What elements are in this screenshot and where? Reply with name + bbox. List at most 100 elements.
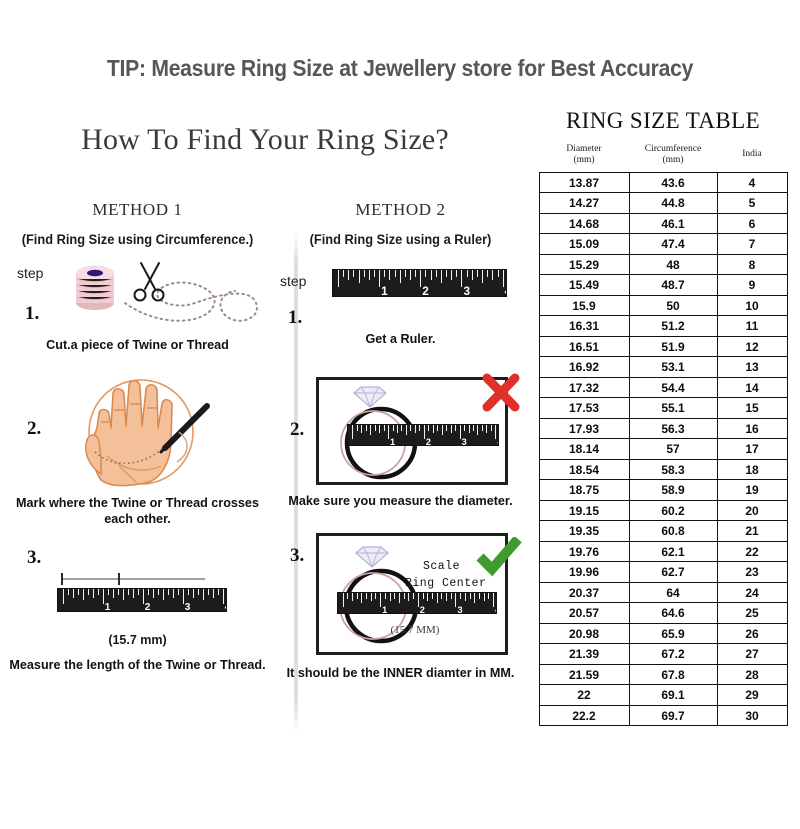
table-row: 18.14 57 17 xyxy=(538,438,788,460)
ruler-tick xyxy=(352,425,354,439)
ruler-tick xyxy=(394,593,396,599)
ruler-tick xyxy=(358,270,360,283)
table-row: 15.49 48.7 9 xyxy=(538,274,788,296)
cell-india: 28 xyxy=(716,663,788,686)
ruler-tick xyxy=(430,270,432,281)
cell-diameter: 15.09 xyxy=(538,233,630,255)
cell-india: 10 xyxy=(716,294,788,317)
cell-diameter: 14.27 xyxy=(538,192,630,214)
ruler-tick xyxy=(428,425,430,431)
ruler-tick xyxy=(77,589,79,596)
ruler-tick xyxy=(420,270,422,288)
ruler-tick xyxy=(497,270,499,278)
cell-diameter: 19.96 xyxy=(538,561,630,583)
ruler-tick xyxy=(380,593,382,607)
cell-diameter: 18.75 xyxy=(538,479,630,501)
ruler-number-label: 4 xyxy=(497,437,498,445)
ruler-tick xyxy=(187,589,189,596)
cell-diameter: 17.32 xyxy=(538,376,630,399)
ruler-tick xyxy=(67,589,69,596)
ruler-tick xyxy=(493,593,495,607)
cell-circumference: 51.9 xyxy=(628,335,718,358)
cell-circumference: 62.1 xyxy=(628,540,718,563)
ruler-tick xyxy=(413,593,415,599)
ruler-tick xyxy=(394,270,396,278)
step-caption: Mark where the Twine or Thread crosses e… xyxy=(16,495,259,527)
cell-india: 24 xyxy=(716,581,788,604)
step-caption: It should be the INNER diamter in MM. xyxy=(286,665,515,680)
cell-diameter: 22.2 xyxy=(538,704,630,727)
cell-india: 12 xyxy=(716,335,788,358)
ruler-tick xyxy=(492,270,494,281)
ruler-number-label: 2 xyxy=(144,601,151,612)
cell-india: 9 xyxy=(716,274,788,296)
method-1-subheading: (Find Ring Size using Circumference.) xyxy=(21,232,254,247)
ruler-tick xyxy=(87,589,89,596)
ruler-tick xyxy=(432,425,434,433)
ruler-tick xyxy=(207,589,209,596)
ruler-number-label: 1 xyxy=(382,604,388,614)
cell-circumference: 69.7 xyxy=(628,704,718,727)
inner-measurement: (15.7 MM) xyxy=(390,624,440,636)
ruler-with-thread-icon: 1 2 3 4 xyxy=(57,570,227,612)
ruler-tick xyxy=(403,593,405,599)
ruler-tick xyxy=(222,589,224,604)
cell-india: 7 xyxy=(716,233,788,255)
table-row: 15.09 47.4 7 xyxy=(538,233,788,255)
ruler-tick xyxy=(197,589,199,596)
ruler-tick xyxy=(481,425,483,431)
step-measurement: (15.7 mm) xyxy=(108,633,167,647)
ruler-tick xyxy=(152,589,154,598)
cell-india: 15 xyxy=(716,397,788,419)
cell-india: 25 xyxy=(716,602,788,624)
cell-circumference: 50 xyxy=(628,294,718,317)
ruler-number-label: 4 xyxy=(225,602,226,611)
table-row: 21.59 67.8 28 xyxy=(538,663,788,686)
ruler-tick xyxy=(342,593,344,607)
ruler-tick xyxy=(217,589,219,596)
ruler-tick xyxy=(410,425,412,431)
cell-circumference: 46.1 xyxy=(628,212,718,235)
ruler-graphic: 1 2 3 4 xyxy=(337,592,497,614)
ruler-tick xyxy=(162,589,164,601)
ruler-tick xyxy=(483,593,485,601)
ruler-tick xyxy=(356,593,358,599)
ruler-tick xyxy=(477,425,479,436)
ruler-tick xyxy=(72,589,74,598)
ruler-tick xyxy=(365,425,367,431)
cell-india: 16 xyxy=(716,417,788,440)
ruler-tick xyxy=(353,270,355,278)
table-row: 15.29 48 8 xyxy=(538,253,788,276)
ruler-tick xyxy=(127,589,129,596)
ring-on-ruler-wrong-icon: 1 2 3 4 xyxy=(316,377,508,485)
cell-india: 26 xyxy=(716,622,788,645)
ruler-tick xyxy=(182,589,184,604)
ruler-number-label: 2 xyxy=(425,436,431,446)
cell-circumference: 60.2 xyxy=(628,499,718,522)
column-header-india: India xyxy=(742,149,762,160)
step-caption: Get a Ruler. xyxy=(365,331,436,346)
table-row: 16.92 53.1 13 xyxy=(538,356,788,378)
table-row: 22 69.1 29 xyxy=(538,684,788,706)
ruler-tick xyxy=(348,270,350,281)
table-row: 13.87 43.6 4 xyxy=(538,171,788,194)
ruler-number-label: 3 xyxy=(461,436,467,446)
method-2-heading: METHOD 2 xyxy=(355,200,446,219)
ruler-tick xyxy=(147,589,149,596)
ruler-tick xyxy=(62,589,64,604)
ruler-tick xyxy=(468,425,470,433)
methods-panel: How To Find Your Ring Size? METHOD 1 (Fi… xyxy=(0,105,530,745)
table-row: 14.68 46.1 6 xyxy=(538,212,788,235)
ruler-tick xyxy=(450,425,452,433)
table-row: 19.35 60.8 21 xyxy=(538,520,788,542)
table-body: 13.87 43.6 4 14.27 44.8 5 14.68 46.1 6 15.09 47.4 7… xyxy=(538,171,788,727)
cell-circumference: 69.1 xyxy=(628,684,718,706)
ruler-tick xyxy=(431,593,433,599)
ruler-tick xyxy=(446,425,448,431)
scale-annotation-line1: Scale xyxy=(423,560,461,573)
step-word: step xyxy=(17,265,44,281)
ruler-tick xyxy=(384,593,386,599)
cell-india: 29 xyxy=(716,684,788,706)
cell-diameter: 14.68 xyxy=(538,212,630,235)
ring-centered-on-ruler-correct-icon: Scale Ring Center 1 2 3 4 (15.7 MM) xyxy=(316,533,508,655)
